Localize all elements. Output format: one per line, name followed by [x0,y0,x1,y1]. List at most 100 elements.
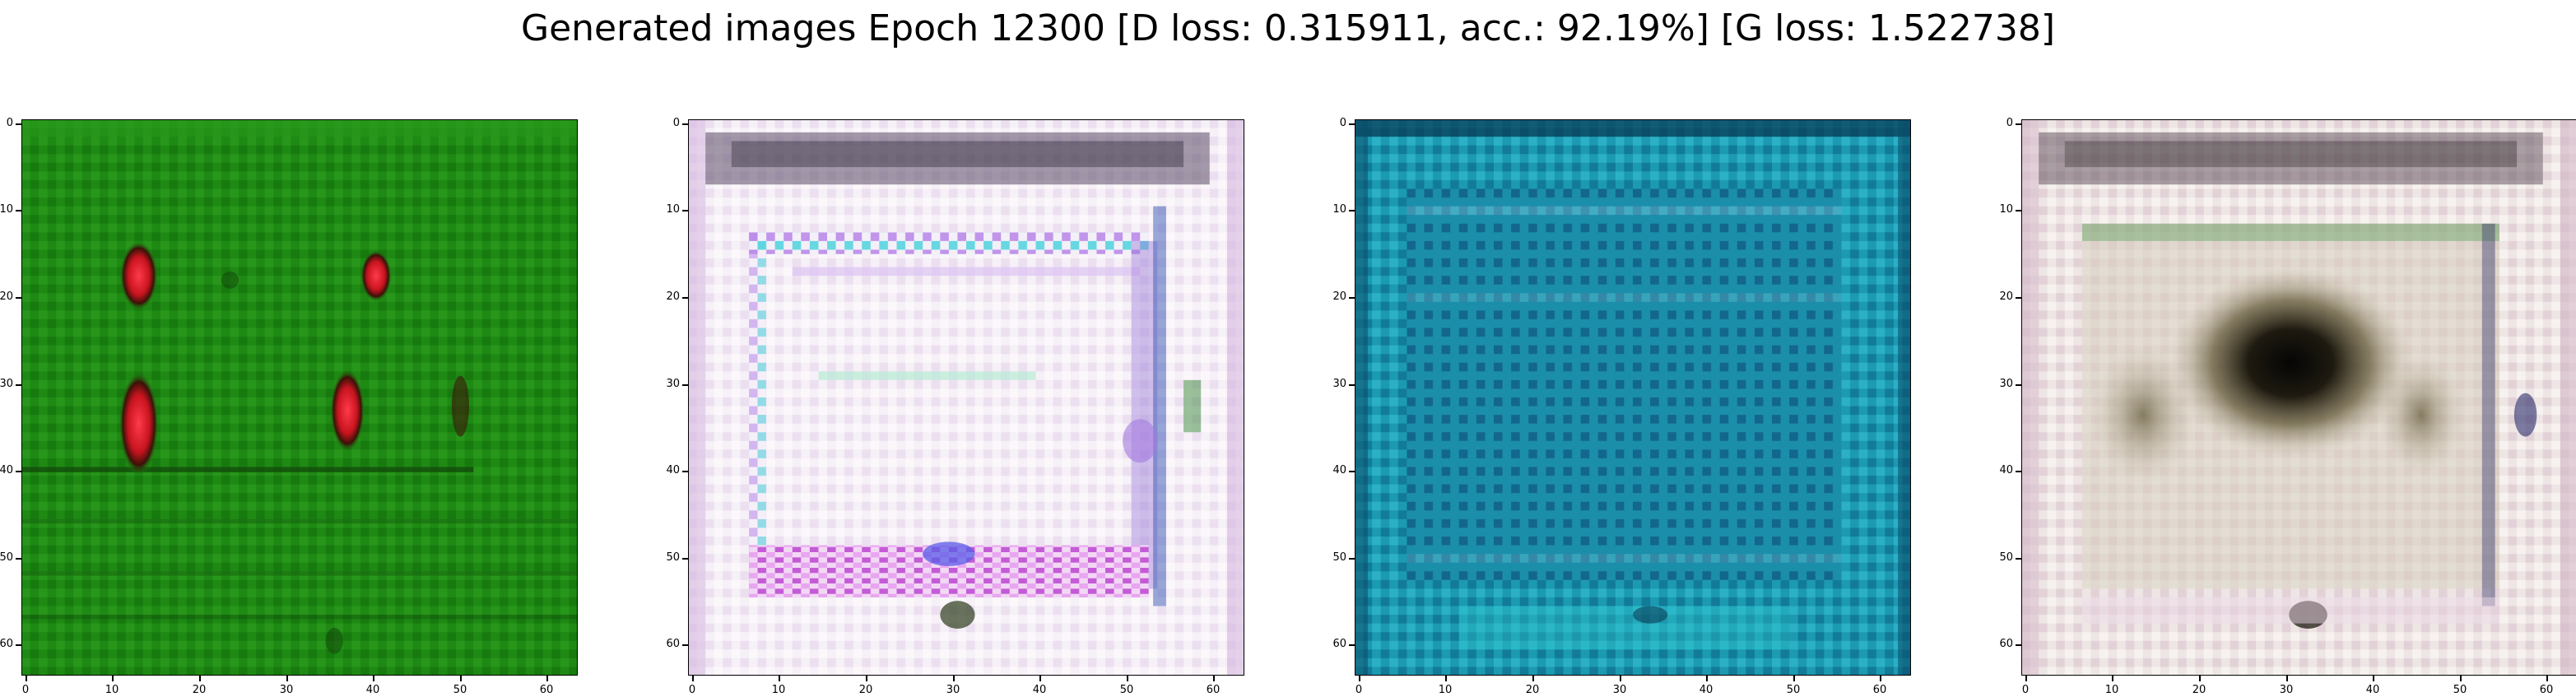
y-tick [682,210,688,211]
x-tick [779,676,780,681]
y-tick-label: 60 [666,638,680,650]
x-tick-label: 30 [946,684,960,696]
y-tick-label: 50 [1999,551,2013,564]
y-tick [16,558,21,560]
y-tick-label: 10 [1999,203,2013,216]
y-tick-label: 0 [1339,117,1346,129]
x-tick-label: 20 [1525,684,1540,696]
x-tick-label: 0 [688,684,696,696]
x-tick-label: 30 [279,684,294,696]
y-tick-label: 30 [666,378,680,390]
x-tick-label: 10 [105,684,119,696]
x-tick-label: 10 [771,684,786,696]
image-panel-4: 0 10 20 30 40 50 60 0 10 20 30 40 50 60 [1999,117,2576,696]
y-tick-label: 50 [0,551,13,564]
y-tick-label: 0 [2006,117,2013,129]
y-tick [2016,210,2021,211]
y-tick-label: 40 [1332,464,1346,476]
y-tick-label: 20 [0,290,13,303]
y-tick [2016,123,2021,125]
y-tick [1349,384,1355,386]
y-tick [1349,471,1355,472]
x-tick [2025,676,2027,681]
x-tick [460,676,462,681]
x-tick [1445,676,1447,681]
y-tick-label: 30 [0,378,13,390]
y-tick-label: 40 [1999,464,2013,476]
x-tick-label: 20 [192,684,207,696]
x-tick-label: 60 [1872,684,1887,696]
y-tick-label: 10 [1332,203,1346,216]
x-tick [1793,676,1795,681]
figure-title: Generated images Epoch 12300 [D loss: 0.… [520,7,2056,49]
y-tick-label: 50 [666,551,680,564]
y-tick [682,384,688,386]
x-tick [692,676,694,681]
image-panel-2: 0 10 20 30 40 50 60 0 10 20 30 40 50 60 [666,117,1244,696]
y-tick-label: 30 [1332,378,1346,390]
y-tick [682,644,688,646]
y-tick-label: 10 [666,203,680,216]
x-tick [2199,676,2201,681]
x-tick [1880,676,1881,681]
x-tick-label: 50 [453,684,467,696]
y-tick [16,123,21,125]
x-tick [286,676,288,681]
x-tick-label: 30 [2279,684,2294,696]
x-tick-label: 10 [1438,684,1453,696]
generated-image-4 [2021,119,2576,676]
y-tick-label: 20 [1332,290,1346,303]
x-tick-label: 20 [2192,684,2206,696]
x-tick-label: 40 [1032,684,1047,696]
x-tick [1039,676,1041,681]
y-tick-label: 60 [1332,638,1346,650]
x-tick [866,676,867,681]
x-tick-label: 60 [1206,684,1221,696]
x-tick [546,676,548,681]
x-tick-label: 30 [1612,684,1627,696]
y-tick-label: 20 [666,290,680,303]
x-tick-label: 10 [2104,684,2119,696]
x-tick [199,676,201,681]
y-tick [1349,210,1355,211]
y-tick [682,471,688,472]
y-tick [2016,558,2021,560]
y-tick [16,384,21,386]
y-tick [16,471,21,472]
y-tick-label: 0 [6,117,13,129]
x-tick [2112,676,2113,681]
x-tick [1213,676,1215,681]
y-tick-label: 60 [0,638,13,650]
x-tick-label: 50 [1786,684,1801,696]
x-tick [2286,676,2288,681]
x-tick [2546,676,2548,681]
y-tick [16,297,21,299]
x-tick [2460,676,2462,681]
x-tick-label: 20 [858,684,873,696]
y-tick [2016,297,2021,299]
x-tick [26,676,27,681]
y-tick-label: 40 [666,464,680,476]
x-tick-label: 0 [21,684,30,696]
x-tick [953,676,955,681]
y-tick-label: 10 [0,203,13,216]
x-tick [1706,676,1708,681]
y-tick-label: 0 [672,117,680,129]
y-tick-label: 60 [1999,638,2013,650]
x-tick-label: 40 [1699,684,1713,696]
x-tick [1532,676,1534,681]
x-tick-label: 60 [539,684,554,696]
y-tick [2016,644,2021,646]
image-panel-3: 0 10 20 30 40 50 60 0 10 20 30 40 50 60 [1332,117,1911,696]
x-tick-label: 40 [365,684,380,696]
x-tick [373,676,374,681]
x-tick-label: 0 [2021,684,2030,696]
generated-image-1 [21,119,578,676]
y-tick [2016,471,2021,472]
x-tick [1127,676,1128,681]
y-tick-label: 30 [1999,378,2013,390]
x-tick-label: 60 [2539,684,2554,696]
x-tick [2373,676,2374,681]
y-tick [16,210,21,211]
y-tick [2016,384,2021,386]
